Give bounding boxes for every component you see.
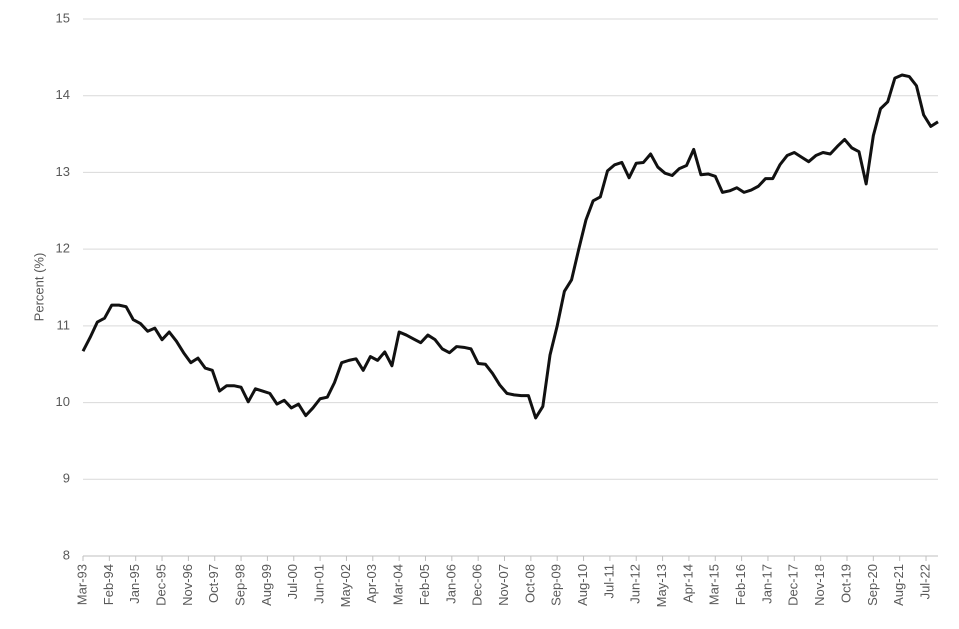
- x-tick-label: Jun-12: [628, 564, 643, 604]
- x-tick-label: Aug-99: [259, 564, 274, 606]
- x-tick-label: Sep-98: [233, 564, 248, 606]
- x-tick-label: Nov-07: [496, 564, 511, 606]
- x-tick-label: Jul-00: [285, 564, 300, 599]
- y-tick-label: 11: [57, 317, 71, 332]
- x-tick-label: Oct-19: [838, 564, 853, 603]
- x-tick-label: Jan-17: [759, 564, 774, 604]
- y-tick-label: 9: [63, 471, 70, 486]
- y-tick-label: 8: [63, 547, 70, 562]
- x-tick-label: Feb-94: [101, 564, 116, 605]
- x-tick-label: Oct-97: [206, 564, 221, 603]
- x-tick-label: May-13: [654, 564, 669, 607]
- x-tick-label: Jul-11: [601, 564, 616, 598]
- x-tick-label: Mar-93: [74, 564, 89, 605]
- y-tick-label: 14: [56, 87, 70, 102]
- y-tick-label: 10: [56, 394, 70, 409]
- x-tick-label: Jun-01: [312, 564, 327, 604]
- x-tick-label: Apr-14: [680, 564, 695, 603]
- y-tick-label: 15: [56, 10, 70, 25]
- x-tick-label: Jan-06: [443, 564, 458, 604]
- y-tick-label: 12: [56, 241, 70, 256]
- x-tick-label: Dec-95: [153, 564, 168, 606]
- x-tick-label: Sep-09: [549, 564, 564, 606]
- x-tick-label: Feb-05: [417, 564, 432, 605]
- x-tick-label: Feb-16: [733, 564, 748, 605]
- x-tick-label: Nov-18: [812, 564, 827, 606]
- x-tick-label: Jan-95: [127, 564, 142, 604]
- x-tick-label: Aug-10: [575, 564, 590, 606]
- x-tick-label: May-02: [338, 564, 353, 607]
- x-tick-label: Jul-22: [917, 564, 932, 599]
- data-line: [81, 73, 939, 420]
- y-axis-title: Percent (%): [31, 253, 46, 322]
- x-tick-label: Oct-08: [522, 564, 537, 603]
- x-tick-label: Mar-04: [391, 564, 406, 605]
- x-tick-label: Dec-06: [470, 564, 485, 606]
- x-tick-label: Nov-96: [180, 564, 195, 606]
- x-tick-label: Apr-03: [364, 564, 379, 603]
- x-tick-label: Mar-15: [707, 564, 722, 605]
- x-tick-label: Aug-21: [891, 564, 906, 606]
- x-tick-label: Dec-17: [786, 564, 801, 606]
- x-tick-label: Sep-20: [865, 564, 880, 606]
- y-tick-label: 13: [56, 164, 70, 179]
